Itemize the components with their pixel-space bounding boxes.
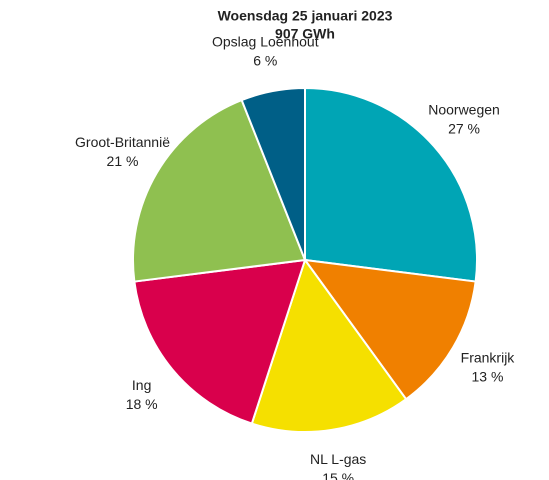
slice-label: Groot-Britannië bbox=[75, 134, 170, 150]
slice-label: NL L-gas bbox=[310, 451, 366, 467]
pie-slice bbox=[250, 257, 408, 433]
slice-value-label: 6 % bbox=[253, 52, 277, 68]
slice-value-label: 21 % bbox=[107, 153, 139, 169]
pie-slice bbox=[302, 258, 477, 401]
slice-label: Opslag Loenhout bbox=[212, 33, 319, 49]
slice-label: Frankrijk bbox=[461, 350, 516, 366]
chart-title: Woensdag 25 januari 2023 bbox=[218, 8, 393, 24]
chart-subtitle: 907 GWh bbox=[275, 26, 335, 42]
slice-value-label: 13 % bbox=[472, 369, 504, 385]
pie-slice bbox=[240, 86, 306, 261]
slice-label: Noorwegen bbox=[428, 102, 500, 118]
slice-value-label: 27 % bbox=[448, 121, 480, 137]
pie-slice bbox=[304, 86, 478, 283]
slice-value-label: 15 % bbox=[322, 470, 354, 480]
slice-value-label: 18 % bbox=[126, 396, 158, 412]
pie-slice bbox=[132, 98, 307, 283]
pie-slice bbox=[133, 258, 307, 425]
slice-label: Ing bbox=[132, 377, 151, 393]
